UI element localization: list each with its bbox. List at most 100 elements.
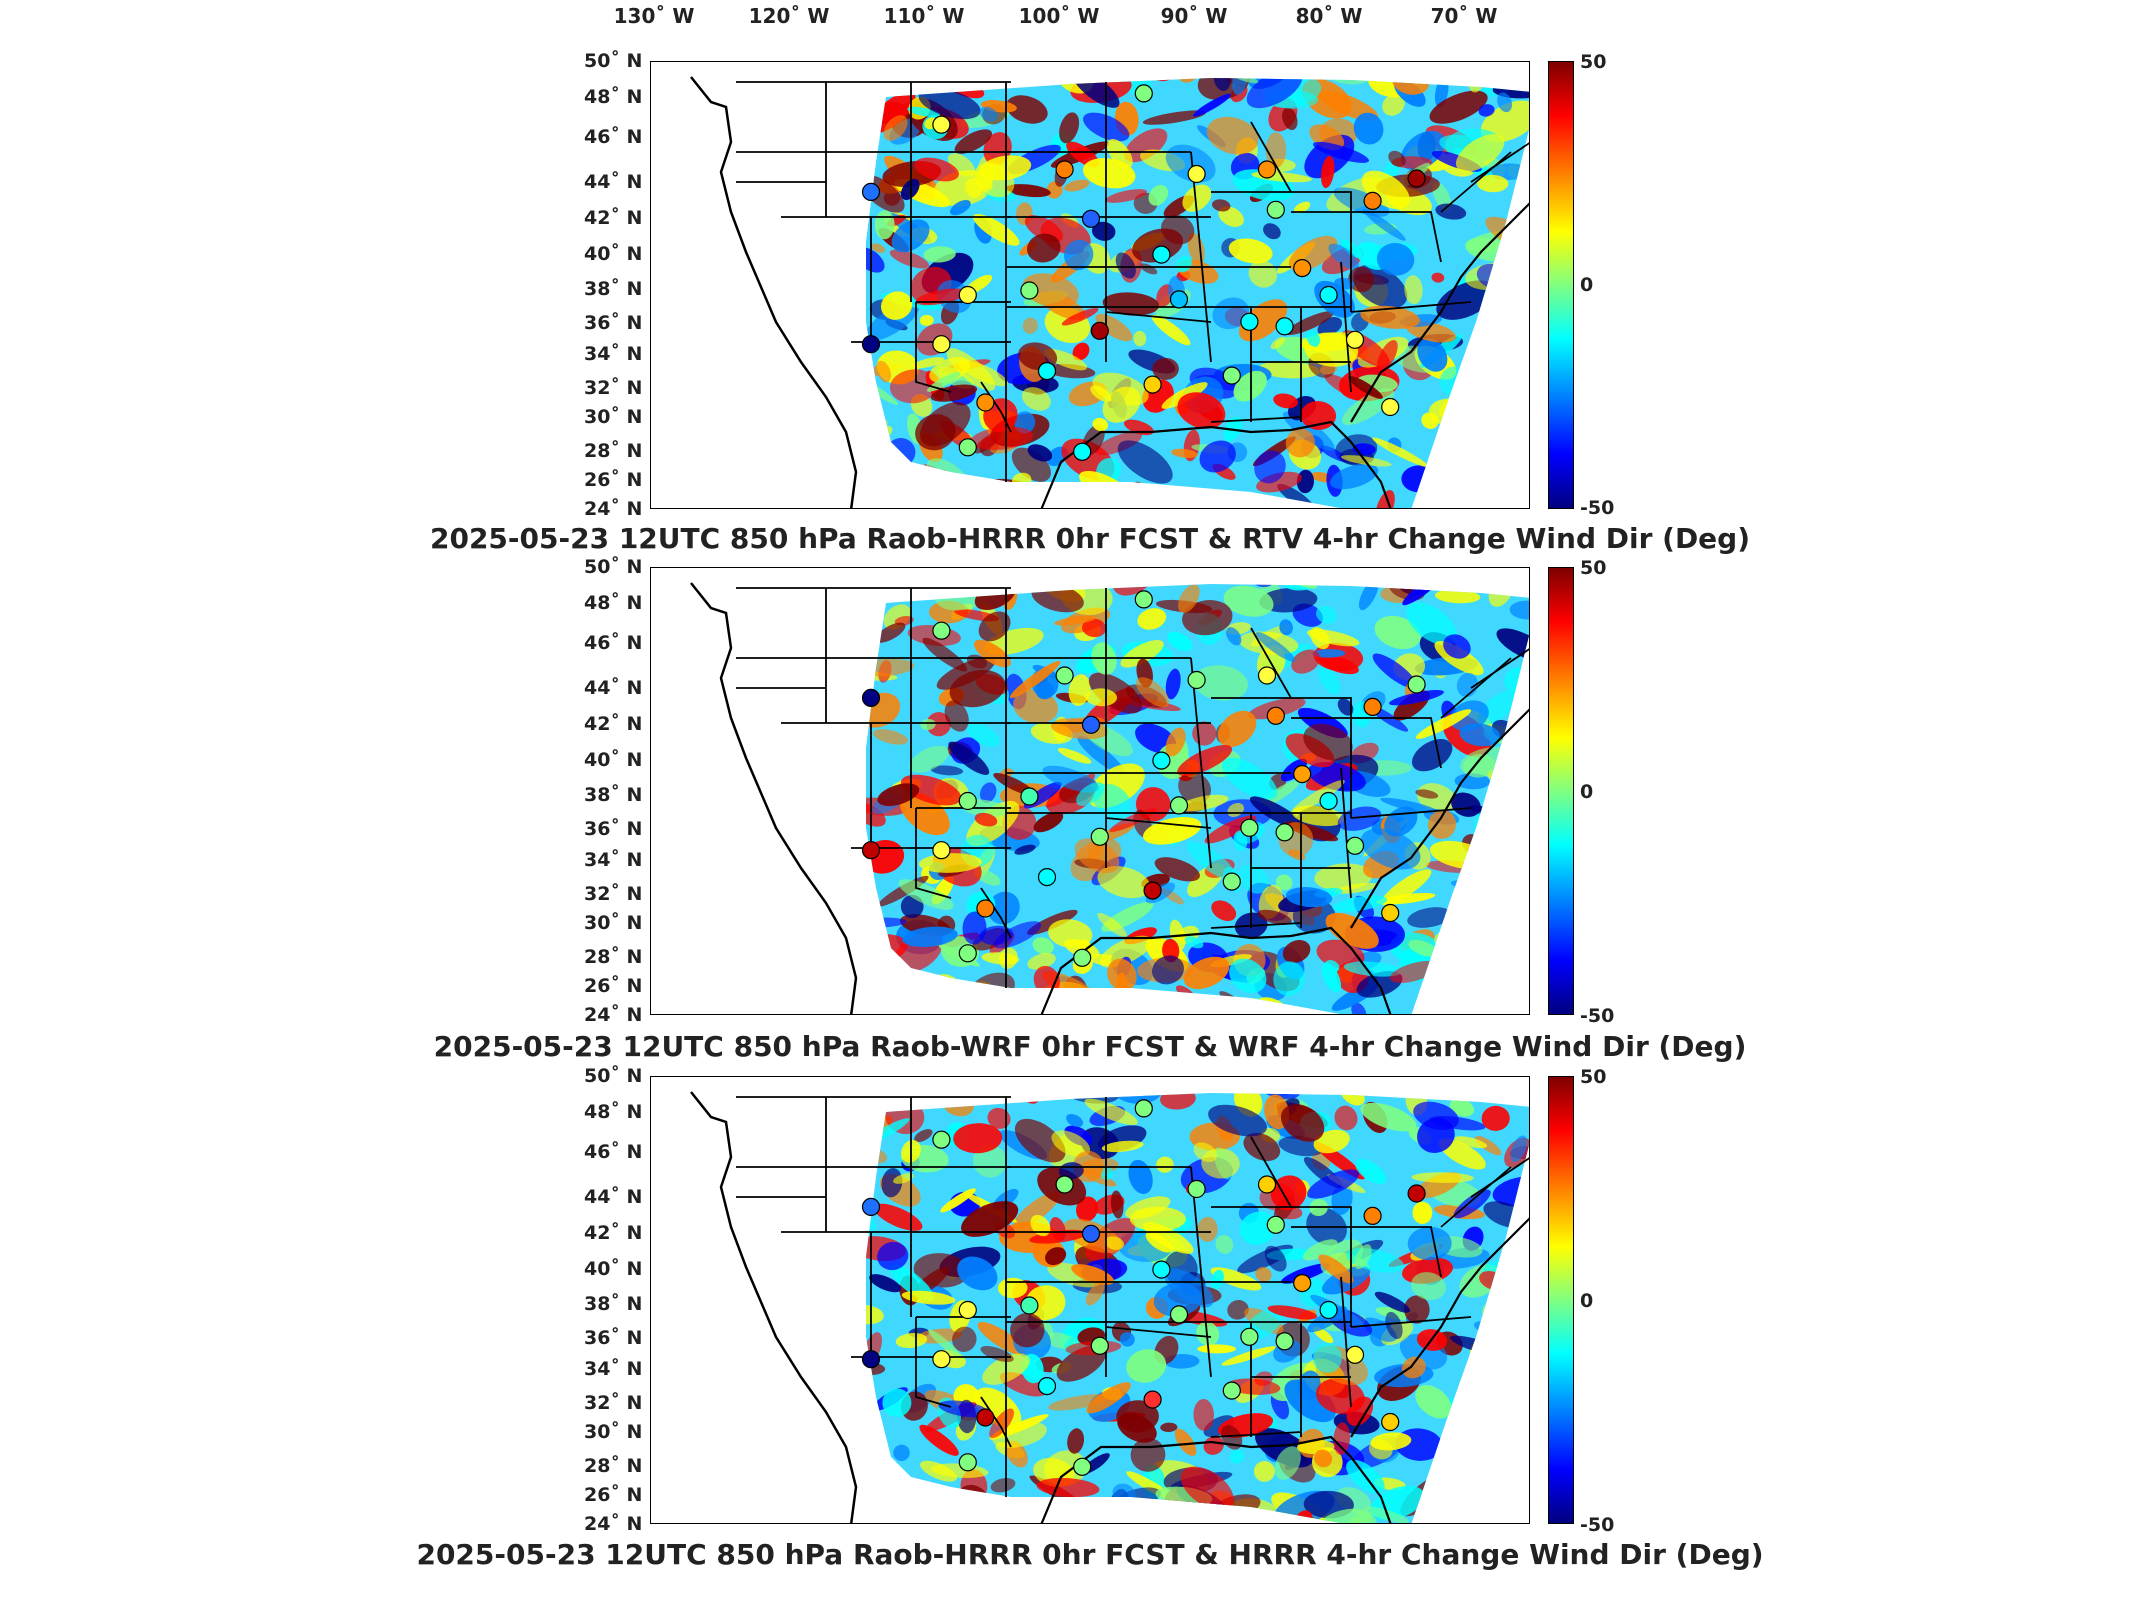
state-boundary (1250, 627, 1292, 699)
lat-label: 30˚ N (584, 406, 643, 429)
raob-station-marker (1152, 1260, 1171, 1279)
state-boundary (980, 887, 1012, 939)
state-boundary (1190, 151, 1212, 363)
raob-station-marker (861, 335, 881, 354)
state-boundary (1105, 817, 1212, 829)
raob-station-marker (1152, 245, 1171, 264)
lat-label: 32˚ N (584, 883, 643, 906)
raob-station-marker (1345, 836, 1365, 855)
raob-station-marker (1293, 259, 1312, 278)
raob-station-marker (1187, 670, 1206, 690)
state-boundary (1470, 648, 1529, 689)
raob-station-marker (1169, 290, 1189, 309)
raob-station-marker (1275, 1332, 1294, 1351)
lat-label: 24˚ N (584, 498, 643, 520)
lon-label: 70˚ W (1430, 4, 1498, 28)
lat-label: 38˚ N (584, 1293, 643, 1316)
colorbar-min-label: -50 (1580, 1005, 1615, 1027)
lat-label: 34˚ N (584, 1358, 643, 1381)
raob-station-marker (1275, 317, 1294, 336)
lat-label: 38˚ N (584, 278, 643, 301)
lat-label: 48˚ N (584, 1100, 643, 1123)
state-boundary (1440, 1166, 1512, 1228)
lat-label: 50˚ N (584, 1065, 643, 1087)
raob-station-marker (1134, 1099, 1153, 1118)
state-boundary (915, 302, 952, 393)
state-boundary (1470, 1157, 1529, 1198)
raob-station-marker (861, 688, 881, 707)
map-svg (690, 1091, 1529, 1523)
raob-station-marker (1240, 1327, 1259, 1346)
raob-station-marker (1319, 1300, 1338, 1320)
state-boundary (1350, 301, 1472, 313)
atlantic-coastline (1350, 202, 1529, 423)
colorbar-min-label: -50 (1580, 1514, 1615, 1536)
raob-station-marker (1090, 1336, 1109, 1355)
colorbar-mid-label: 0 (1580, 274, 1594, 296)
raob-station-marker (1240, 312, 1259, 331)
lon-label: 100˚ W (1018, 4, 1100, 28)
state-boundary (1440, 151, 1512, 213)
raob-station-marker (1143, 881, 1162, 900)
atlantic-coastline (1350, 1217, 1529, 1438)
raob-station-marker (932, 621, 951, 640)
raob-station-marker (976, 899, 995, 918)
colorbar-max-label: 50 (1580, 557, 1607, 579)
raob-station-marker (1293, 1274, 1312, 1293)
raob-station-marker (1257, 1175, 1277, 1194)
raob-station-marker (1319, 285, 1338, 305)
raob-station-marker (1275, 823, 1294, 842)
raob-station-marker (958, 1300, 977, 1320)
map-plot (650, 567, 1530, 1015)
raob-station-marker (1319, 791, 1338, 811)
lat-label: 40˚ N (584, 748, 643, 771)
raob-station-marker (1152, 751, 1171, 770)
raob-station-marker (1222, 872, 1241, 891)
raob-station-marker (1020, 281, 1039, 300)
raob-station-marker (1266, 1215, 1285, 1234)
lat-label: 32˚ N (584, 377, 643, 400)
state-boundary (1210, 1431, 1302, 1438)
state-boundary (1250, 121, 1292, 193)
raob-station-marker (1407, 675, 1426, 694)
state-boundary (1211, 1206, 1352, 1327)
gulf-coastline (1040, 420, 1392, 508)
raob-station-marker (1073, 948, 1092, 967)
raob-station-marker (1143, 375, 1162, 394)
lat-label: 30˚ N (584, 912, 643, 935)
lon-label: 130˚ W (613, 4, 695, 28)
lat-label: 44˚ N (584, 170, 643, 193)
lat-label: 28˚ N (584, 439, 643, 462)
raob-station-marker (1073, 442, 1092, 461)
map-svg (690, 76, 1529, 508)
lat-label: 26˚ N (584, 1483, 643, 1506)
raob-station-marker (1055, 1175, 1074, 1194)
west-coastline (690, 76, 858, 508)
map-panel-2: 50˚ N 48˚ N 46˚ N 44˚ N 42˚ N 40˚ N 38˚ N 36˚ N… (0, 0, 2133, 1063)
lat-label: 36˚ N (584, 312, 643, 335)
raob-station-marker (1187, 1179, 1206, 1199)
lat-label: 30˚ N (584, 1421, 643, 1444)
lon-label: 110˚ W (883, 4, 965, 28)
lat-label: 28˚ N (584, 1454, 643, 1477)
raob-station-marker (1240, 818, 1259, 837)
lat-label: 50˚ N (584, 556, 643, 578)
state-boundary (1350, 1316, 1472, 1328)
state-boundary (1210, 416, 1302, 423)
raob-station-marker (861, 1197, 881, 1216)
lat-label: 48˚ N (584, 85, 643, 108)
lat-label: 42˚ N (584, 1221, 643, 1244)
raob-station-marker (861, 182, 881, 201)
colorbar-max-label: 50 (1580, 51, 1607, 73)
raob-station-marker (1345, 1345, 1365, 1364)
lat-label: 36˚ N (584, 1327, 643, 1350)
raob-station-marker (932, 1350, 951, 1369)
raob-station-marker (1037, 362, 1057, 381)
raob-station-marker (1169, 796, 1189, 815)
raob-station-marker (1381, 1412, 1400, 1432)
lat-label: 34˚ N (584, 343, 643, 366)
raob-station-marker (932, 335, 951, 354)
raob-station-marker (1222, 366, 1241, 385)
lat-label: 46˚ N (584, 1141, 643, 1164)
